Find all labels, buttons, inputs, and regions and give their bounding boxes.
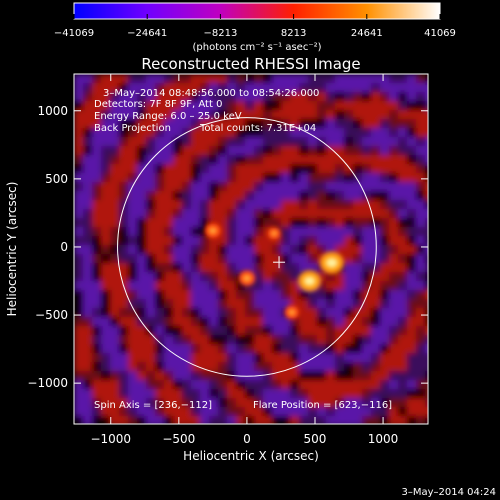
- y-axis-label: Heliocentric Y (arcsec): [5, 182, 19, 317]
- energy-range-text: Energy Range: 6.0 – 25.0 keV: [94, 111, 242, 122]
- colorbar-tick-label: 24641: [351, 28, 383, 39]
- flare-source: [271, 230, 278, 236]
- colorbar-tick-label: −8213: [203, 28, 237, 39]
- flare-source: [303, 276, 316, 286]
- x-axis-label: Heliocentric X (arcsec): [183, 449, 319, 463]
- plot-frame: [73, 73, 429, 425]
- colorbar-tick-label: 41069: [424, 28, 456, 39]
- colorbar: [73, 2, 441, 20]
- time-range-text: 3–May–2014 08:48:56.000 to 08:54:26.000: [103, 88, 319, 99]
- flare-source: [288, 309, 296, 316]
- flare-sources: [204, 223, 344, 319]
- y-tick-label: 0: [60, 240, 68, 254]
- x-tick-label: 1000: [368, 432, 399, 446]
- x-tick-label: −1000: [90, 432, 131, 446]
- colorbar-ticks: −41069 −24641 −8213 8213 24641 41069: [54, 14, 456, 39]
- flare-position-text: Flare Position = [623,−116]: [253, 400, 392, 411]
- chart-title: Reconstructed RHESSI Image: [141, 55, 360, 73]
- colorbar-tick-label: −24641: [127, 28, 167, 39]
- method-text: Back Projection: [94, 123, 171, 134]
- x-tick-label: 0: [243, 432, 251, 446]
- flare-source: [209, 227, 217, 234]
- y-tick-label: 500: [45, 172, 68, 186]
- x-tick-label: −500: [162, 432, 195, 446]
- heatmap-image: [74, 74, 428, 424]
- footer-timestamp: 3–May–2014 04:24: [402, 487, 496, 498]
- x-tick-label: 500: [304, 432, 327, 446]
- y-tick-label: −1000: [27, 376, 68, 390]
- spin-axis-text: Spin Axis = [236,−112]: [94, 400, 212, 411]
- colorbar-tick-label: −41069: [54, 28, 94, 39]
- colorbar-unit-label: (photons cm⁻² s⁻¹ asec⁻²): [192, 42, 321, 53]
- solar-limb-circle: [117, 117, 377, 377]
- heatmap-texture: [74, 74, 428, 424]
- total-counts-text: Total counts: 7.31E+04: [199, 123, 316, 134]
- axis-ticks: −1000 −500 0 500 1000 1000 500 0 −500 −1000: [27, 74, 428, 446]
- detectors-text: Detectors: 7F 8F 9F, Att 0: [94, 99, 222, 110]
- flare-source: [325, 257, 338, 268]
- flare-source: [242, 274, 251, 282]
- y-tick-label: −500: [35, 308, 68, 322]
- y-tick-label: 1000: [37, 104, 68, 118]
- spin-axis-marker: [273, 256, 286, 269]
- colorbar-tick-label: 8213: [281, 28, 306, 39]
